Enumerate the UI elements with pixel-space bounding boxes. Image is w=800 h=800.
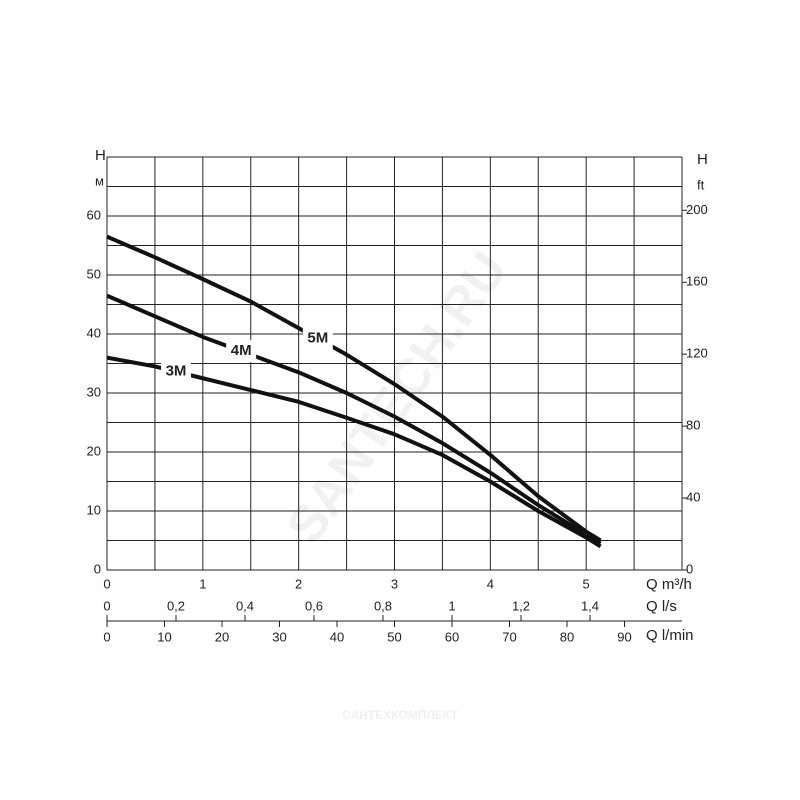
y2-tick-label: 80 (686, 418, 700, 433)
x2-tick-label: 1,4 (581, 598, 599, 613)
legend-label: 5M (307, 330, 328, 347)
x-tick-label: 1 (199, 576, 206, 591)
y-tick-label: 0 (94, 561, 101, 576)
y-axis-label: H (95, 147, 106, 164)
legend-label: 4M (231, 342, 252, 359)
curve-label-bg (226, 340, 257, 363)
pump-curve (106, 293, 602, 546)
x2-tick-label: 1,2 (512, 598, 530, 613)
x3-tick-label: 80 (560, 629, 574, 644)
x3-axis-label: Q l/min (646, 627, 694, 644)
x2-tick-label: 1 (448, 598, 455, 613)
x3-tick-label: 50 (387, 629, 401, 644)
x3-tick-label: 60 (445, 629, 459, 644)
y2-axis-unit: ft (697, 177, 705, 192)
x3-tick-label: 70 (502, 629, 516, 644)
y-tick-label: 60 (87, 207, 101, 222)
x2-tick-label: 0,2 (167, 598, 185, 613)
legend-label: 3M (166, 363, 187, 380)
x3-tick-label: 30 (272, 629, 286, 644)
curve-label-bg (302, 327, 333, 350)
pump-curve (106, 234, 602, 543)
y-tick-label: 10 (87, 502, 101, 517)
pump-curve (106, 355, 602, 549)
y2-axis-label: H (697, 151, 708, 168)
y-tick-label: 40 (87, 325, 101, 340)
x2-axis-label: Q l/s (646, 598, 677, 615)
x-tick-label: 0 (103, 576, 110, 591)
x-tick-label: 5 (583, 576, 590, 591)
y-tick-label: 50 (87, 266, 101, 281)
x3-tick-label: 0 (103, 629, 110, 644)
y-tick-label: 30 (87, 384, 101, 399)
curve-label-bg (161, 360, 191, 383)
y2-tick-label: 200 (686, 202, 708, 217)
y2-tick-label: 160 (686, 274, 708, 289)
x3-tick-label: 10 (157, 629, 171, 644)
x3-tick-label: 90 (617, 629, 631, 644)
x3-tick-label: 20 (215, 629, 229, 644)
x-tick-label: 3 (391, 576, 398, 591)
y2-tick-label: 120 (686, 346, 708, 361)
x2-tick-label: 0,4 (236, 598, 254, 613)
x-axis-label: Q m³/h (646, 576, 692, 593)
footer-watermark: САНТЕХКОМПЛЕКТ (342, 708, 458, 722)
y2-tick-label: 0 (686, 561, 693, 576)
x2-tick-label: 0 (103, 598, 110, 613)
x3-tick-label: 40 (330, 629, 344, 644)
x2-tick-label: 0,6 (305, 598, 323, 613)
y2-tick-label: 40 (686, 490, 700, 505)
x-tick-label: 2 (295, 576, 302, 591)
y-tick-label: 20 (87, 443, 101, 458)
y-axis-unit: м (95, 173, 104, 188)
x-tick-label: 4 (487, 576, 494, 591)
watermark: SANTECH.RU (276, 242, 519, 555)
x2-tick-label: 0,8 (374, 598, 392, 613)
